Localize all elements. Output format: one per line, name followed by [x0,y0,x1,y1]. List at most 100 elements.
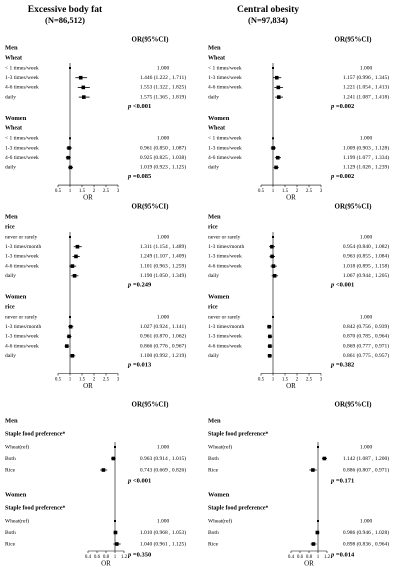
row-label: daily [208,273,219,279]
row-label: daily [208,94,219,100]
p-text: =0.382 [336,362,354,369]
value-label: 1.000 [157,65,170,71]
group-label: Women [208,115,230,122]
p-text: =0.350 [133,552,151,559]
row-label: 4-6 times/week [208,155,242,161]
value-label: 0.861 (0.775 , 0.957) [343,352,389,359]
group-label: Men [208,417,221,424]
row-label: daily [208,353,219,359]
or-marker [311,542,316,546]
value-label: 0.886 (0.807 , 0.971) [343,466,389,473]
x-tick-label: 2 [93,378,96,383]
value-label: 1.010 (0.968 , 1.053) [140,529,186,536]
x-tick-label: 0.6 [297,555,304,560]
x-tick-label: 0.6 [94,555,101,560]
table-header: OR(95%CI) [132,401,170,409]
x-axis-label: OR [286,194,296,202]
x-axis-label: OR [304,560,314,568]
p-symbol: p [127,552,132,559]
table-header: OR(95%CI) [335,401,373,409]
x-tick-label: 1.2 [121,555,128,560]
p-value: p =0.350 [127,552,151,559]
value-label: 1.101 (0.963 , 1.259) [140,262,186,269]
p-symbol: p [127,362,132,369]
value-label: 1.249 (1.107 , 1.409) [140,253,186,260]
p-symbol: p [330,282,335,289]
x-axis-label: OR [83,382,93,390]
or-marker [311,468,315,472]
p-symbol: p [330,174,335,181]
row-label: Rice [208,467,219,473]
row-label: daily [5,273,16,279]
subgroup-label: Wheat [208,55,225,61]
or-marker [270,254,274,259]
group-label: Men [5,213,18,220]
value-label: 0.869 (0.777 , 0.971) [343,342,389,349]
or-marker [74,254,78,259]
x-tick-label: 0.5 [258,378,265,383]
row-label: never or rarely [208,314,241,320]
x-tick-label: 2 [296,378,299,383]
value-label: 1.190 (1.050 , 1.349) [140,272,186,279]
p-symbol: p [330,103,335,110]
or-marker [72,274,77,278]
or-marker [276,85,281,90]
x-tick-label: 0.5 [55,378,62,383]
column-title: Central obesity [237,5,299,15]
value-label: 1.129 (1.028 , 1.239) [343,164,389,171]
group-label: Women [5,491,27,498]
value-label: 0.866 (0.776 , 0.967) [140,342,186,349]
value-label: 1.157 (0.996 , 1.345) [343,74,389,81]
value-label: 1.553 (1.322 , 1.825) [140,84,186,91]
row-label: 1-3 times/week [5,334,39,340]
or-marker [276,95,281,99]
value-label: 1.000 [360,444,373,450]
or-marker [270,244,274,249]
value-label: 1.311 (1.154 , 1.489) [140,243,186,250]
value-label: 0.986 (0.946 , 1.028) [343,529,389,536]
p-value: p =0.382 [330,362,354,369]
value-label: 1.221 (1.054 , 1.413) [343,84,389,91]
x-tick-label: 0.4 [288,555,295,560]
p-text: =0.002 [336,174,354,181]
or-marker [111,456,116,461]
x-axis-label: OR [83,194,93,202]
x-tick-label: 2.5 [306,378,313,383]
x-tick-label: 2.5 [103,378,110,383]
p-text: =0.002 [336,103,354,110]
x-tick-label: 3 [320,378,323,383]
or-marker [268,334,272,339]
p-text: =0.014 [336,552,355,559]
or-marker [267,324,272,329]
p-symbol: p [127,282,132,289]
row-label: Both [5,530,16,536]
row-label: 1-3 times/week [5,145,39,151]
row-label: 4-6 times/week [5,155,39,161]
or-marker [315,530,320,535]
x-tick-label: 0.4 [85,555,92,560]
x-tick-label: 1.5 [282,378,289,383]
row-label: 4-6 times/week [208,343,242,349]
x-tick-label: 0.5 [258,189,265,194]
or-marker [78,75,83,80]
row-label: 1-3 times/week [5,75,39,81]
row-label: 1-3 times/week [208,145,242,151]
p-text: =0.085 [133,174,152,181]
value-label: 1.000 [360,314,373,320]
group-label: Women [5,115,27,122]
value-label: 0.925 (0.825 , 1.038) [140,154,186,161]
value-label: 1.000 [360,65,373,71]
x-tick-label: 1 [272,378,275,383]
x-tick-label: 0.8 [103,555,110,560]
row-label: Both [208,456,219,462]
group-label: Men [5,44,18,51]
or-marker [67,146,71,150]
row-label: 1-3 times/week [208,75,242,81]
p-symbol: p [127,174,132,181]
x-tick-label: 1.2 [324,555,331,560]
x-tick-label: 1 [272,189,275,194]
group-label: Men [208,213,221,220]
value-label: 1.018 (0.895 , 1.158) [343,262,389,269]
x-tick-label: 2.5 [306,189,313,194]
